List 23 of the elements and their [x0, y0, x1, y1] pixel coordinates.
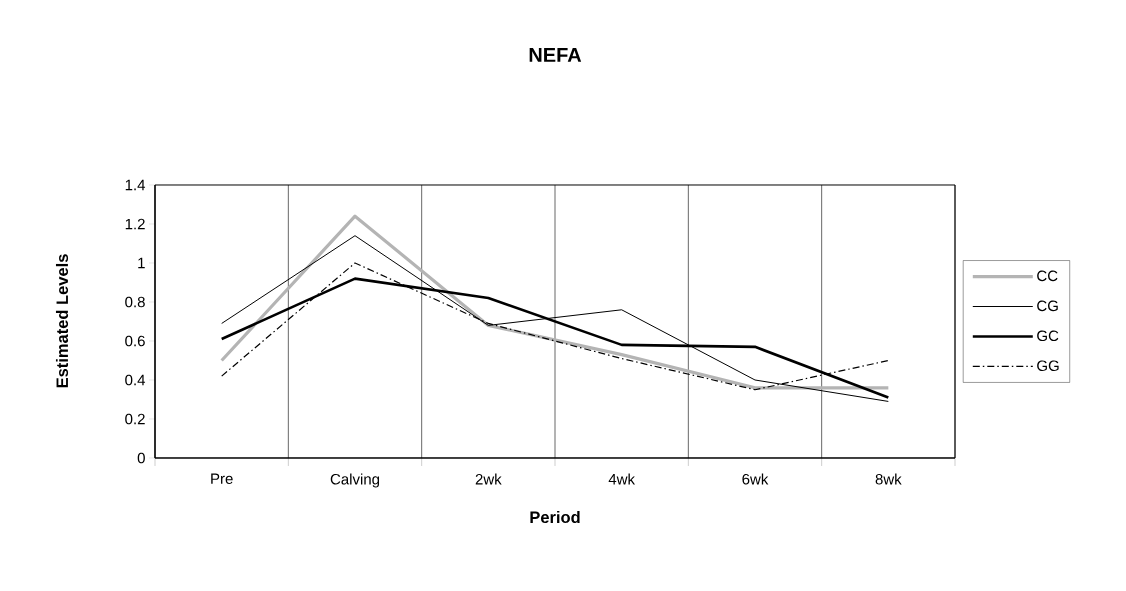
x-tick-label: 6wk: [742, 473, 769, 485]
x-tick-label: Pre: [211, 473, 233, 484]
x-tick-label: Calving: [330, 473, 380, 488]
legend-label: CC: [1037, 270, 1058, 282]
y-tick-label: 1.2: [125, 218, 145, 230]
y-tick-label: 0.8: [125, 296, 145, 308]
x-tick-label: 2wk: [475, 473, 502, 485]
y-axis-title: Estimated Levels: [55, 254, 69, 388]
x-tick-label: 8wk: [875, 473, 902, 485]
y-tick-label: 0.2: [125, 413, 145, 425]
x-axis-title: Period: [530, 510, 580, 524]
legend-label: GC: [1037, 330, 1059, 342]
y-tick-label: 1: [138, 257, 145, 269]
line-series: [221, 235, 889, 402]
x-tick-label: 4wk: [608, 473, 636, 485]
y-tick-label: 0.6: [125, 335, 145, 347]
chart-title: NEFA: [529, 48, 582, 62]
y-tick-label: 0: [137, 452, 145, 464]
y-tick-label: 0.4: [125, 374, 146, 386]
y-tick-label: 1.4: [125, 179, 146, 191]
legend-label: CG: [1037, 300, 1058, 312]
line-series: [220, 214, 890, 390]
legend-label: GG: [1037, 360, 1059, 372]
